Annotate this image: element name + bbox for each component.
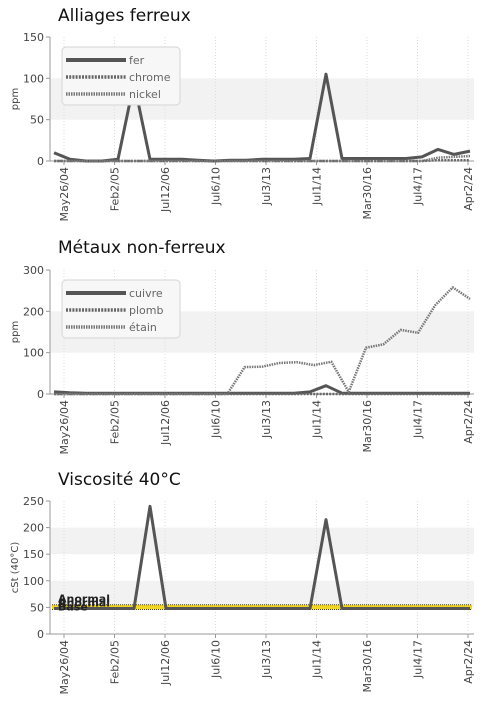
- limit-annotation: Anormal: [58, 592, 110, 605]
- legend-label: fer: [129, 54, 145, 67]
- chart-title: Alliages ferreux: [58, 6, 191, 26]
- x-tick-label: Mar30/16: [361, 400, 374, 452]
- x-tick-label: Jul12/06: [159, 167, 172, 213]
- x-tick-label: Jul6/10: [210, 640, 223, 679]
- y-tick-label: 0: [37, 388, 44, 401]
- legend-label: plomb: [129, 304, 163, 317]
- x-tick-label: Mar30/16: [361, 640, 374, 692]
- x-tick-label: May26/04: [58, 400, 71, 454]
- x-tick-label: Feb2/05: [109, 640, 122, 684]
- y-tick-label: 200: [23, 305, 44, 318]
- x-tick-label: Apr2/24: [462, 640, 475, 684]
- x-tick-label: Jul6/10: [210, 167, 223, 206]
- y-tick-label: 250: [23, 495, 44, 508]
- x-tick-label: May26/04: [58, 167, 71, 221]
- x-tick-label: Jul3/13: [260, 167, 273, 206]
- y-tick-label: 100: [23, 575, 44, 588]
- x-tick-label: Jul3/13: [260, 640, 273, 679]
- y-tick-label: 200: [23, 522, 44, 535]
- legend-label: nickel: [129, 88, 161, 101]
- x-tick-label: Jul3/13: [260, 400, 273, 439]
- chart-title: Métaux non-ferreux: [58, 238, 226, 258]
- x-tick-label: Jul6/10: [210, 400, 223, 439]
- y-tick-label: 300: [23, 264, 44, 277]
- x-tick-label: Mar30/16: [361, 167, 374, 219]
- x-tick-label: May26/04: [58, 640, 71, 694]
- x-tick-label: Jul1/14: [311, 400, 324, 439]
- y-tick-label: 150: [23, 548, 44, 561]
- chart-viscosity: Viscosité 40°C 0 50 100 150 200 250 cSt (40°C)…: [0, 466, 482, 702]
- series-line-étain: [54, 286, 471, 396]
- y-tick-label: 100: [23, 347, 44, 360]
- series-line-viscosity: [54, 504, 470, 610]
- x-tick-label: Jul4/17: [412, 400, 425, 439]
- y-tick-label: 50: [30, 114, 44, 127]
- x-tick-label: Jul1/14: [311, 167, 324, 206]
- y-axis-label: ppm: [10, 321, 21, 343]
- x-tick-label: Jul4/17: [412, 640, 425, 679]
- series-line-nickel: [54, 154, 471, 163]
- y-tick-label: 100: [23, 72, 44, 85]
- series-line-cuivre: [53, 384, 470, 395]
- y-tick-label: 0: [37, 628, 44, 641]
- band: [50, 527, 474, 555]
- chart-title: Viscosité 40°C: [58, 470, 181, 490]
- viscosity-plot: 0 50 100 150 200 250 cSt (40°C) May26/04 Feb2/05…: [10, 495, 475, 694]
- legend-label: étain: [129, 321, 157, 334]
- y-tick-label: 50: [30, 601, 44, 614]
- x-tick-label: Feb2/05: [109, 167, 122, 211]
- chart-nonferrous: Métaux non-ferreux 0 100 200 300 ppm May26/04…: [0, 232, 482, 462]
- x-tick-label: Apr2/24: [462, 400, 475, 444]
- x-tick-label: Jul12/06: [159, 400, 172, 446]
- x-tick-label: Apr2/24: [462, 167, 475, 211]
- y-tick-label: 150: [23, 31, 44, 44]
- limit-annotation: Base: [58, 600, 88, 613]
- nonferrous-plot: 0 100 200 300 ppm May26/04 Feb2/05 Jul12/06 Jul6…: [10, 264, 475, 454]
- y-axis-label: ppm: [10, 88, 21, 110]
- x-tick-label: Jul12/06: [159, 640, 172, 686]
- limit-annotation: Anormal: [58, 596, 110, 609]
- series-line-fer: [53, 72, 471, 163]
- legend-label: cuivre: [129, 287, 163, 300]
- x-tick-label: Feb2/05: [109, 400, 122, 444]
- y-tick-label: 0: [37, 155, 44, 168]
- y-axis-label: cSt (40°C): [10, 542, 21, 594]
- x-tick-label: Jul4/17: [412, 167, 425, 206]
- band: [50, 580, 474, 608]
- ferrous-plot: 0 50 100 150 ppm May26/04 Feb2/05 Jul12/06 Jul6/…: [10, 31, 475, 221]
- legend-label: chrome: [129, 71, 171, 84]
- x-tick-label: Jul1/14: [311, 640, 324, 679]
- chart-ferrous: Alliages ferreux 0 50 100 150 ppm May26/04 Feb…: [0, 0, 482, 225]
